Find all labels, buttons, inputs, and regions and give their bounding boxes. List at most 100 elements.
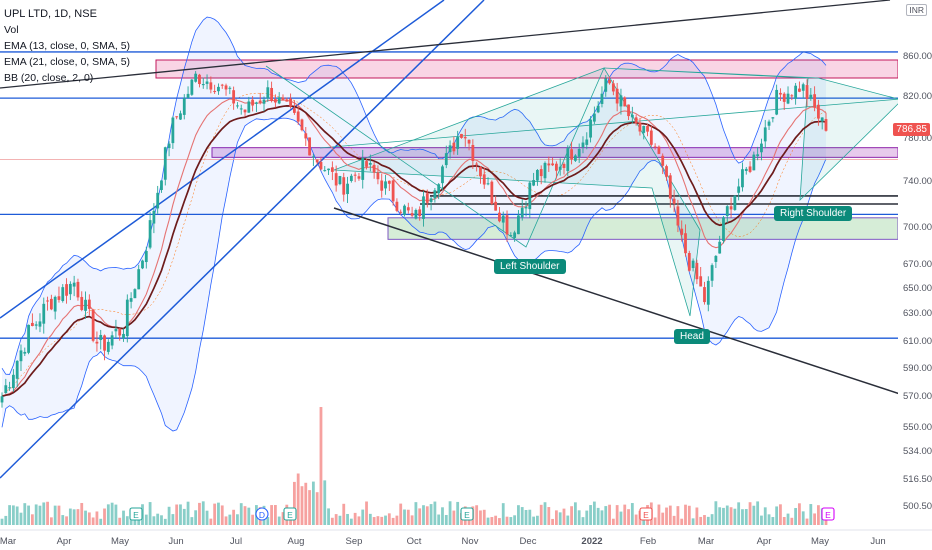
- candle-body: [680, 228, 684, 235]
- volume-bar: [482, 509, 486, 525]
- time-axis[interactable]: Mar Apr May Jun Jul Aug Sep Oct Nov Dec 2022 Feb Mar…: [0, 529, 932, 550]
- price-tick-label: 860.00: [903, 51, 932, 62]
- candle-body: [346, 183, 349, 195]
- candle-body: [524, 207, 528, 209]
- legend-ema13[interactable]: EMA (13, close, 0, SMA, 5): [4, 40, 131, 52]
- candle-body: [76, 281, 80, 298]
- volume-bar: [106, 504, 110, 525]
- volume-bar: [573, 502, 577, 525]
- volume-bar: [813, 513, 817, 525]
- price-tick-label: 610.00: [903, 336, 932, 347]
- volume-bar: [763, 507, 767, 525]
- candle-body: [767, 121, 771, 126]
- candle-body: [665, 166, 668, 177]
- candle-body: [330, 167, 334, 172]
- candle-body: [479, 167, 482, 177]
- volume-bar: [137, 517, 141, 525]
- volume-bar: [699, 516, 703, 525]
- volume-bar: [399, 503, 403, 525]
- volume-bar: [596, 507, 600, 525]
- candle-body: [463, 137, 467, 139]
- candle-body: [456, 136, 460, 149]
- candle-body: [539, 169, 543, 177]
- candle-body: [167, 143, 171, 149]
- legend-bb[interactable]: BB (20, close, 2, 0): [4, 72, 94, 84]
- volume-bar: [790, 517, 794, 525]
- trend-lines: [0, 0, 901, 479]
- volume-bar: [319, 407, 323, 525]
- candle-body: [554, 163, 558, 171]
- volume-bar: [148, 502, 152, 525]
- volume-bar: [630, 503, 634, 525]
- candle-body: [604, 78, 608, 92]
- volume-bar: [710, 514, 714, 525]
- volume-bar: [524, 510, 528, 525]
- candle-body: [794, 85, 798, 99]
- volume-bar: [42, 502, 46, 525]
- volume-bar: [304, 482, 308, 525]
- candle-body: [577, 149, 581, 157]
- candle-body: [429, 198, 433, 202]
- volume-bar: [296, 473, 300, 525]
- volume-bar: [349, 518, 353, 525]
- volume-bar: [270, 505, 274, 525]
- candle-body: [129, 298, 133, 302]
- candle-body: [471, 144, 475, 162]
- volume-bar: [198, 502, 201, 525]
- volume-bar: [156, 513, 160, 525]
- candle-body: [182, 98, 186, 115]
- symbol-title[interactable]: UPL LTD, 1D, NSE: [4, 8, 97, 20]
- currency-label[interactable]: INR: [906, 4, 927, 16]
- volume-bar: [437, 514, 441, 525]
- volume-bar: [444, 514, 448, 525]
- volume-bar: [122, 510, 125, 525]
- candle-body: [570, 149, 573, 160]
- candle-body: [748, 166, 752, 172]
- candle-body: [820, 117, 824, 122]
- candle-body: [714, 255, 718, 262]
- legend-ema21[interactable]: EMA (21, close, 0, SMA, 5): [4, 56, 131, 68]
- candle-body: [201, 84, 205, 86]
- event-marker-5: E: [821, 507, 835, 521]
- volume-bar: [353, 512, 357, 525]
- volume-bar: [236, 514, 239, 525]
- candle-body: [194, 73, 198, 82]
- volume-bar: [346, 513, 349, 525]
- candle-body: [422, 196, 425, 219]
- volume-bar: [53, 505, 57, 525]
- volume-bar: [786, 513, 790, 525]
- time-tick-label: Jun: [870, 536, 885, 547]
- candle-body: [441, 166, 444, 184]
- candle-body: [308, 137, 311, 156]
- candle-body: [475, 163, 479, 165]
- volume-bar: [680, 518, 684, 525]
- candle-body: [452, 142, 456, 152]
- volume-bar: [380, 516, 384, 525]
- volume-bar: [171, 514, 175, 525]
- price-tick-label: 500.50: [903, 501, 932, 512]
- price-axis[interactable]: 860.00 820.00 780.00 740.00 700.00 670.00 650.…: [898, 0, 932, 530]
- candle-body: [262, 99, 266, 104]
- candle-body: [779, 92, 782, 95]
- legend-vol[interactable]: Vol: [4, 24, 19, 36]
- volume-bar: [34, 504, 38, 525]
- volume-bar: [194, 510, 198, 525]
- candle-body: [611, 83, 615, 92]
- price-tick-label: 516.50: [903, 474, 932, 485]
- candle-body: [125, 299, 129, 337]
- volume-bar: [528, 509, 532, 525]
- candle-body: [87, 299, 91, 309]
- volume-bar: [395, 515, 399, 525]
- volume-bar: [779, 504, 782, 525]
- volume-bar: [657, 504, 661, 525]
- volume-bar: [152, 516, 156, 525]
- volume-bar: [8, 505, 11, 525]
- volume-bar: [110, 502, 114, 525]
- candle-body: [372, 164, 376, 173]
- volume-bar: [695, 507, 699, 525]
- candle-body: [103, 335, 106, 351]
- volume-bar: [220, 505, 224, 525]
- candle-body: [365, 161, 368, 167]
- candle-body: [391, 180, 395, 202]
